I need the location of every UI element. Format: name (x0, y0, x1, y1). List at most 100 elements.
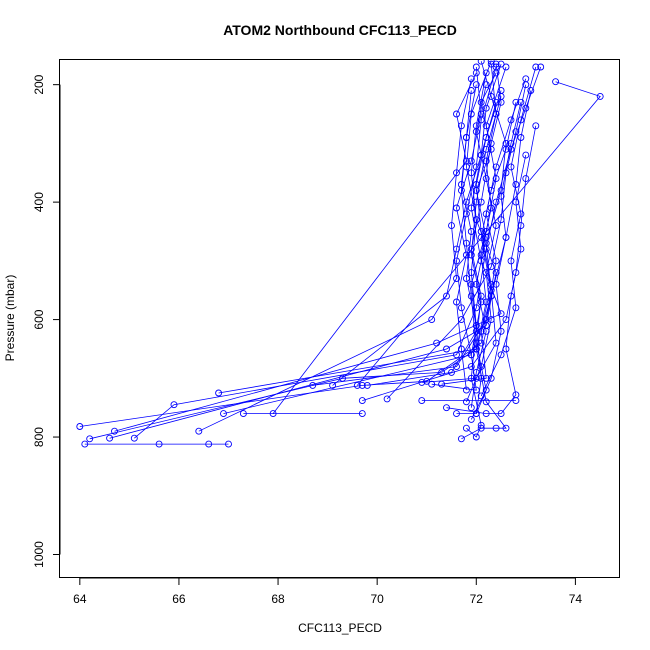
data-point (363, 381, 371, 389)
series-14 (353, 78, 604, 389)
series-2 (81, 440, 232, 448)
data-point (453, 351, 460, 359)
data-point (155, 440, 163, 448)
data-point (467, 415, 475, 423)
data-point (462, 251, 470, 259)
data-point (492, 60, 500, 68)
x-tick-label: 68 (271, 592, 285, 606)
series-line (446, 155, 527, 415)
data-point (269, 410, 277, 418)
data-point (512, 391, 520, 399)
series-7 (195, 75, 475, 435)
data-point (453, 257, 460, 265)
data-point (111, 427, 118, 435)
data-point (477, 421, 485, 429)
data-point (507, 257, 515, 265)
series-line (272, 72, 477, 414)
data-point (215, 389, 223, 397)
data-point (457, 122, 465, 130)
data-point (472, 163, 480, 171)
data-point (497, 87, 505, 94)
data-point (472, 322, 480, 329)
data-point (487, 280, 495, 288)
x-axis-label: CFC113_PECD (298, 621, 382, 635)
data-point (467, 204, 475, 212)
data-point (527, 87, 535, 94)
data-point (472, 81, 480, 89)
data-point (482, 233, 490, 241)
series-layer (76, 60, 604, 448)
data-point (512, 198, 520, 206)
data-point (472, 63, 480, 71)
x-tick-label: 64 (73, 592, 87, 606)
data-point (467, 351, 475, 359)
series-line (356, 81, 601, 386)
data-point (507, 139, 515, 147)
data-point (329, 381, 337, 389)
data-point (467, 374, 475, 382)
data-point (502, 145, 510, 153)
data-point (517, 98, 525, 106)
data-point (512, 128, 520, 136)
data-point (467, 87, 475, 94)
data-point (512, 98, 520, 106)
series-10 (239, 410, 366, 418)
data-point (502, 424, 510, 432)
y-tick-label: 1000 (32, 541, 46, 568)
data-point (517, 222, 525, 230)
data-point (492, 257, 500, 265)
series-28 (472, 98, 525, 418)
data-point (596, 92, 604, 100)
data-point (482, 134, 490, 141)
data-point (448, 222, 455, 230)
data-point (482, 374, 490, 382)
data-point (522, 81, 530, 89)
data-point (462, 275, 470, 282)
data-point (438, 380, 446, 388)
data-point (517, 116, 525, 124)
series-21 (438, 87, 505, 388)
data-point (462, 134, 470, 141)
data-point (507, 163, 515, 171)
data-point (353, 381, 361, 389)
data-point (205, 440, 213, 448)
data-point (482, 122, 490, 130)
data-point (517, 245, 525, 253)
data-point (482, 104, 490, 112)
data-point (517, 134, 525, 141)
data-point (462, 386, 470, 394)
data-point (418, 378, 426, 386)
data-point (453, 298, 460, 306)
data-point (502, 63, 510, 71)
data-point (477, 292, 485, 300)
data-point (537, 63, 545, 71)
data-point (472, 198, 480, 206)
series-line (441, 90, 502, 385)
data-point (457, 181, 465, 188)
data-point (467, 269, 475, 277)
data-point (225, 440, 232, 448)
data-point (552, 78, 560, 86)
data-point (522, 104, 530, 112)
data-point (487, 186, 495, 194)
data-point (487, 145, 495, 153)
data-point (472, 186, 480, 194)
data-point (482, 398, 490, 406)
data-point (443, 292, 450, 300)
data-point (418, 397, 426, 405)
data-point (309, 381, 317, 389)
series-8 (215, 87, 535, 397)
data-point (482, 386, 490, 394)
data-point (453, 110, 460, 118)
data-point (467, 404, 475, 412)
data-point (482, 410, 490, 418)
series-line (456, 72, 487, 415)
data-point (472, 410, 480, 418)
data-point (457, 345, 465, 353)
data-point (497, 410, 505, 418)
data-point (467, 110, 475, 118)
series-line (466, 84, 497, 402)
data-point (522, 151, 530, 159)
data-point (487, 204, 495, 212)
x-tick-label: 72 (470, 592, 484, 606)
